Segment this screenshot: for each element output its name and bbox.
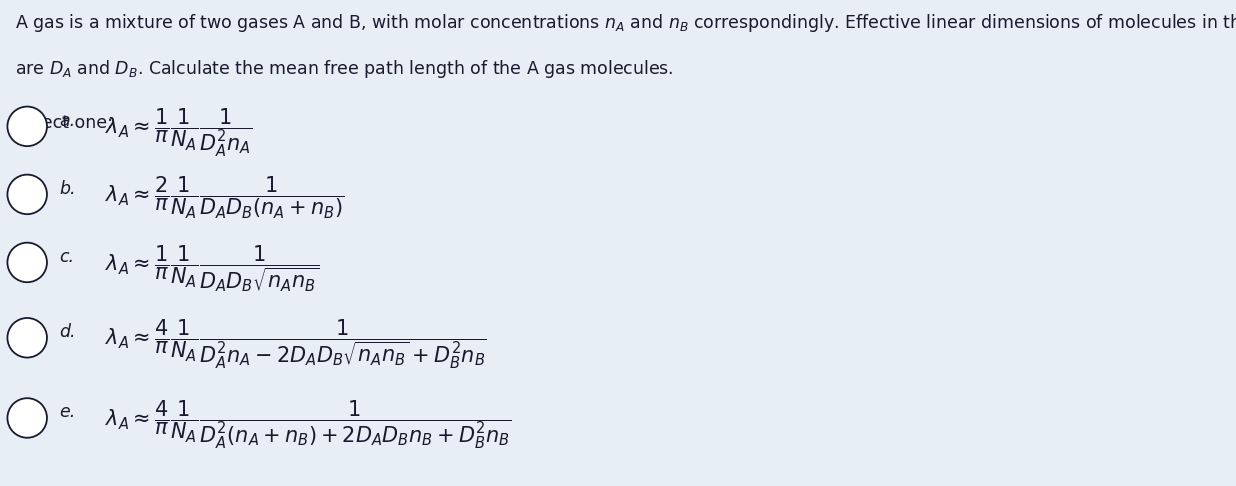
Text: c.: c. <box>59 248 74 266</box>
Text: b.: b. <box>59 180 75 198</box>
Text: $\lambda_A \approx \dfrac{4}{\pi}\dfrac{1}{N_A}\dfrac{1}{D_A^2(n_A + n_B) + 2D_A: $\lambda_A \approx \dfrac{4}{\pi}\dfrac{… <box>105 399 512 451</box>
Text: $\lambda_A \approx \dfrac{2}{\pi}\dfrac{1}{N_A}\dfrac{1}{D_A D_B(n_A + n_B)}$: $\lambda_A \approx \dfrac{2}{\pi}\dfrac{… <box>105 175 344 221</box>
Text: e.: e. <box>59 403 75 421</box>
Text: $\lambda_A \approx \dfrac{4}{\pi}\dfrac{1}{N_A}\dfrac{1}{D_A^2 n_A - 2D_A D_B\sq: $\lambda_A \approx \dfrac{4}{\pi}\dfrac{… <box>105 318 487 371</box>
Text: d.: d. <box>59 323 75 341</box>
Text: are $D_A$ and $D_B$. Calculate the mean free path length of the A gas molecules.: are $D_A$ and $D_B$. Calculate the mean … <box>15 58 674 80</box>
Text: $\lambda_A \approx \dfrac{1}{\pi}\dfrac{1}{N_A}\dfrac{1}{D_A D_B\sqrt{n_A n_B}}$: $\lambda_A \approx \dfrac{1}{\pi}\dfrac{… <box>105 243 320 294</box>
Text: A gas is a mixture of two gases A and B, with molar concentrations $n_A$ and $n_: A gas is a mixture of two gases A and B,… <box>15 12 1236 34</box>
Text: $\lambda_A \approx \dfrac{1}{\pi}\dfrac{1}{N_A}\dfrac{1}{D_A^2 n_A}$: $\lambda_A \approx \dfrac{1}{\pi}\dfrac{… <box>105 107 252 159</box>
Text: a.: a. <box>59 112 75 130</box>
Ellipse shape <box>7 243 47 282</box>
Ellipse shape <box>7 398 47 438</box>
Ellipse shape <box>7 318 47 358</box>
Ellipse shape <box>7 174 47 214</box>
Text: Select one:: Select one: <box>15 114 112 132</box>
Ellipse shape <box>7 106 47 146</box>
